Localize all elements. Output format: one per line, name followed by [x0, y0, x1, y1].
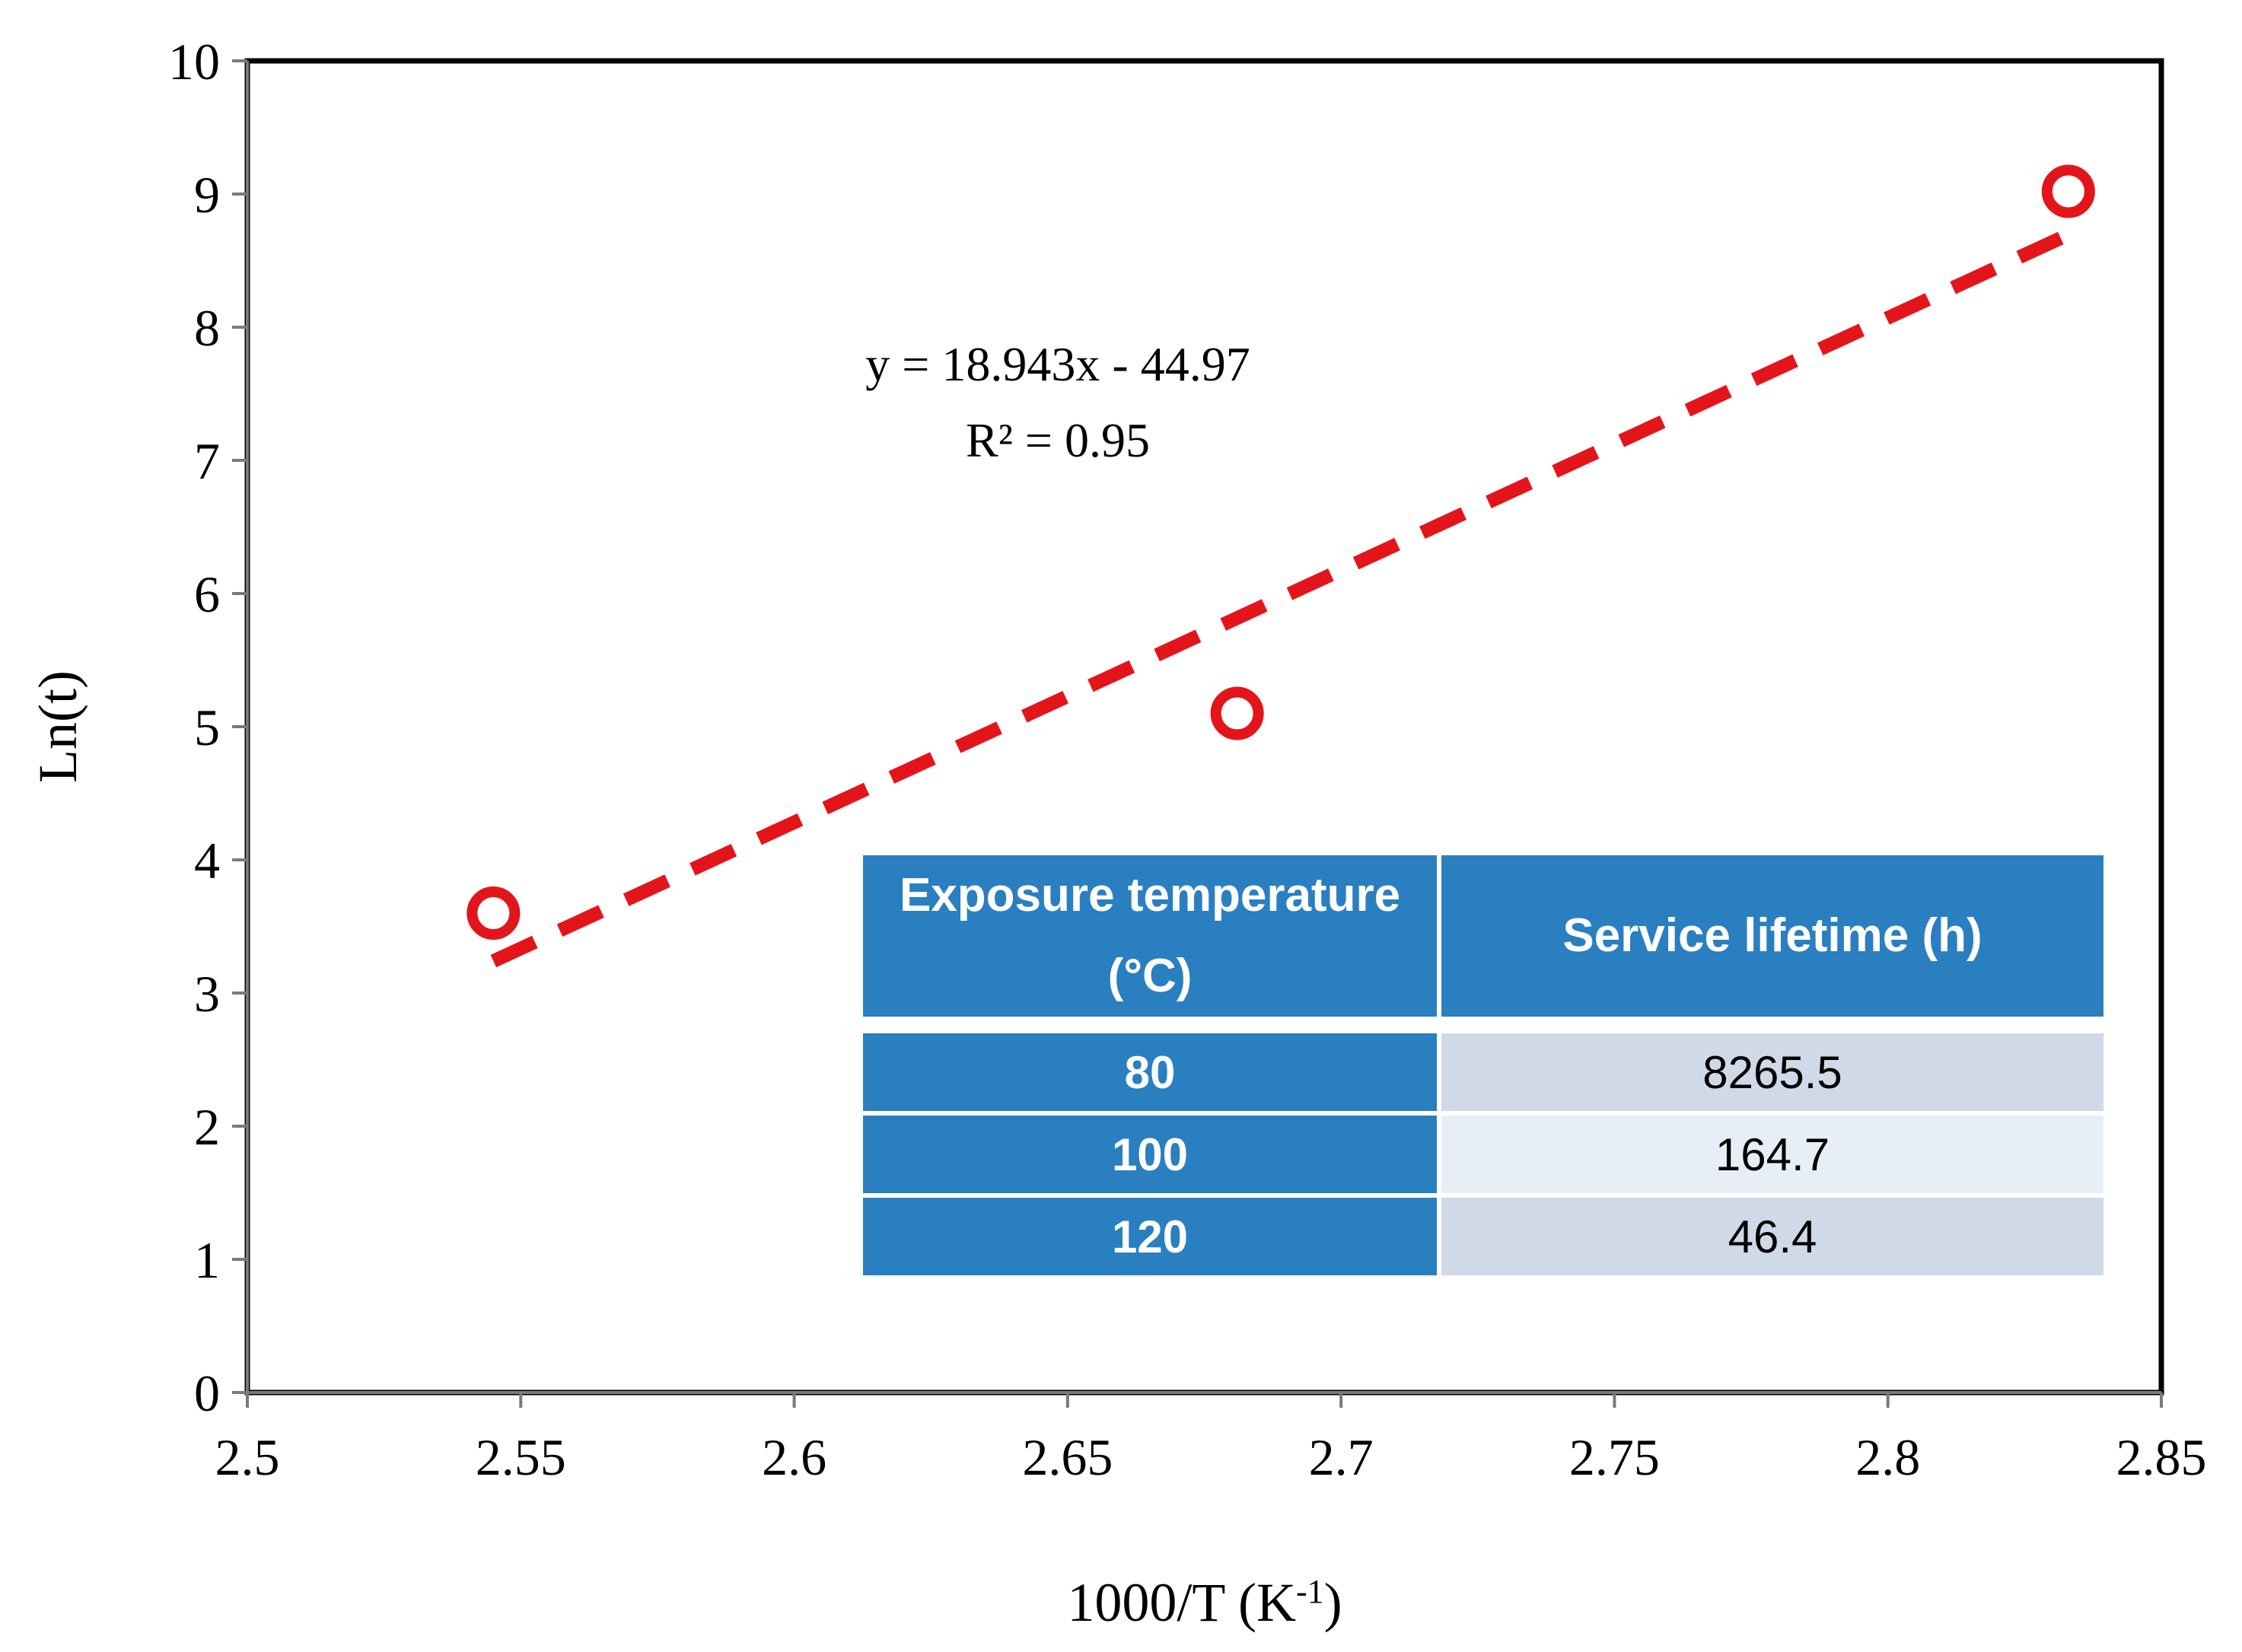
y-tick-label: 6 — [194, 565, 220, 623]
x-ticks: 2.5 2.55 2.6 2.65 2.7 2.75 2.8 2.85 — [215, 1393, 2207, 1486]
x-axis-title-sup: -1 — [1296, 1573, 1324, 1610]
cell-lifetime: 164.7 — [1441, 1116, 2103, 1193]
cell-lifetime: 8265.5 — [1441, 1033, 2103, 1111]
cell-temperature: 120 — [863, 1198, 1437, 1275]
y-tick-label: 4 — [194, 832, 220, 890]
data-table: Exposure temperature (°C) Service lifeti… — [858, 851, 2108, 1280]
y-tick-label: 1 — [194, 1231, 220, 1289]
x-tick-label: 2.6 — [762, 1428, 826, 1486]
y-tick-label: 9 — [194, 166, 220, 224]
y-tick-label: 5 — [194, 699, 220, 756]
data-point — [1210, 686, 1264, 740]
cell-temperature: 100 — [863, 1116, 1437, 1193]
y-axis-title: Ln(t) — [27, 670, 88, 783]
x-axis-title: 1000/T (K-1) — [1067, 1572, 1342, 1633]
y-tick-label: 7 — [194, 432, 220, 490]
x-tick-label: 2.5 — [215, 1428, 280, 1486]
data-point — [467, 886, 521, 940]
y-tick-label: 0 — [194, 1364, 220, 1422]
cell-lifetime: 46.4 — [1441, 1198, 2103, 1275]
cell-temperature: 80 — [863, 1033, 1437, 1111]
x-tick-label: 2.65 — [1022, 1428, 1113, 1486]
table-row: 100 164.7 — [863, 1116, 2103, 1193]
y-tick-label: 2 — [194, 1098, 220, 1156]
trend-equation: y = 18.943x - 44.97 — [865, 337, 1250, 391]
x-tick-label: 2.8 — [1855, 1428, 1920, 1486]
y-tick-label: 8 — [194, 299, 220, 357]
table-row: 120 46.4 — [863, 1198, 2103, 1275]
x-tick-label: 2.75 — [1569, 1428, 1660, 1486]
data-points — [467, 164, 2095, 940]
x-axis-title-main: 1000/T (K — [1067, 1572, 1296, 1633]
data-point — [2041, 164, 2095, 218]
y-ticks: 0 1 2 3 4 5 6 7 8 9 10 — [168, 33, 247, 1422]
table-row: 80 8265.5 — [863, 1033, 2103, 1111]
header-service-lifetime: Service lifetime (h) — [1441, 855, 2103, 1017]
table-header-row: Exposure temperature (°C) Service lifeti… — [863, 855, 2103, 1017]
x-tick-label: 2.85 — [2116, 1428, 2207, 1486]
trend-r2: R² = 0.95 — [966, 413, 1150, 467]
y-tick-label: 10 — [168, 33, 220, 91]
x-axis-title-tail: ) — [1324, 1572, 1342, 1633]
y-tick-label: 3 — [194, 965, 220, 1023]
header-exposure-temperature: Exposure temperature (°C) — [863, 855, 1437, 1017]
x-tick-label: 2.55 — [476, 1428, 566, 1486]
x-tick-label: 2.7 — [1309, 1428, 1374, 1486]
table-gap — [863, 1021, 2103, 1029]
